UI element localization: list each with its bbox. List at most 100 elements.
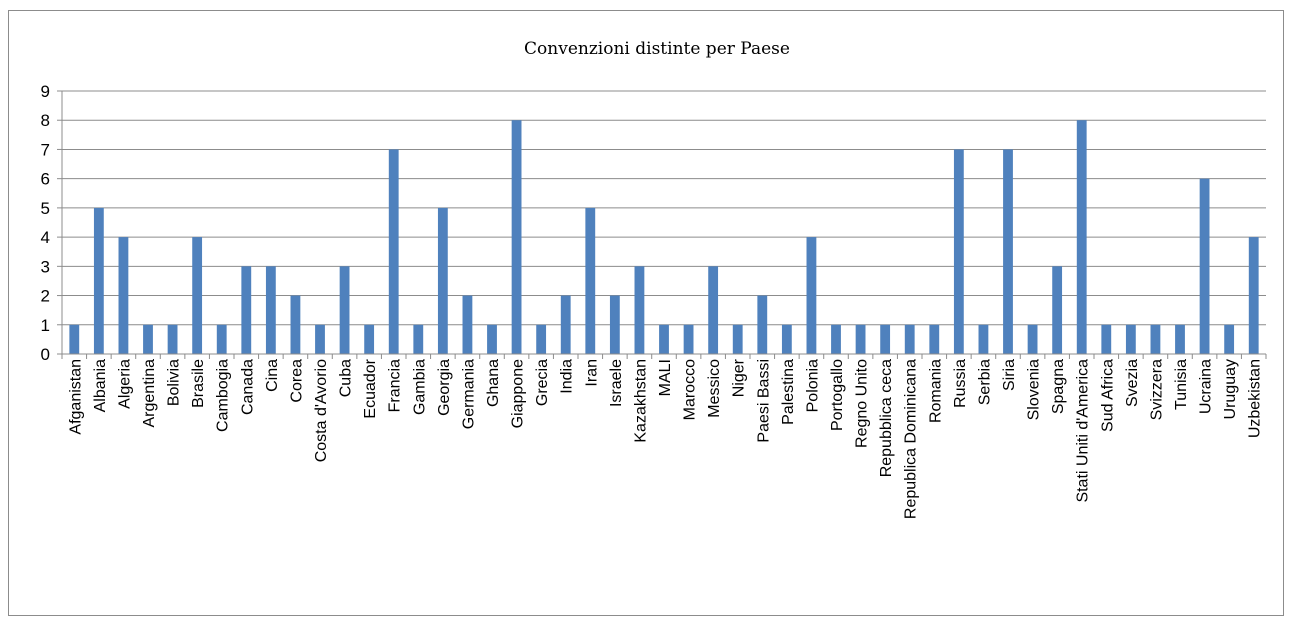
x-axis-category-labels: Afganistan Albania Algeria Argentina Bolivia… — [67, 358, 1263, 519]
x-category-label: Russia — [952, 359, 969, 408]
bar — [339, 266, 350, 354]
bar — [511, 120, 522, 354]
x-category-label: Cuba — [338, 359, 355, 397]
x-category-label: Siria — [1001, 359, 1018, 391]
bar — [831, 324, 841, 354]
bar-chart: Convenzioni distinte per Paese 0 1 2 3 4 5 6 7 8… — [41, 39, 1267, 519]
bar — [265, 266, 276, 354]
bars — [69, 120, 1259, 354]
bar — [929, 324, 940, 354]
x-category-label: Israele — [608, 359, 625, 407]
bar — [1248, 237, 1259, 354]
bar — [781, 324, 792, 354]
x-category-label: Georgia — [436, 359, 453, 416]
y-tick-label: 9 — [41, 82, 50, 101]
bar — [560, 295, 571, 354]
x-category-label: Cina — [264, 359, 281, 392]
bar — [904, 324, 915, 354]
y-tick-label: 8 — [41, 111, 50, 130]
bar — [118, 237, 129, 354]
bar — [69, 324, 80, 354]
bar — [1052, 266, 1063, 354]
bar — [364, 324, 375, 354]
x-category-label: Giappone — [510, 359, 527, 428]
x-category-label: Uzbekistan — [1247, 359, 1264, 438]
x-category-label: Bolivia — [166, 359, 183, 406]
bar — [1125, 324, 1136, 354]
bar — [290, 295, 301, 354]
bar — [192, 237, 203, 354]
y-tick-label: 7 — [41, 140, 50, 159]
bar — [241, 266, 252, 354]
x-category-label: India — [559, 359, 576, 394]
x-category-label: Ecuador — [362, 358, 379, 418]
x-category-label: Kazakhstan — [632, 359, 649, 443]
bar — [315, 324, 325, 354]
bar — [536, 324, 547, 354]
x-category-label: Paesi Bassi — [755, 359, 772, 443]
bar — [609, 295, 620, 354]
bar — [93, 207, 104, 354]
bar — [1003, 149, 1013, 354]
x-category-label: Palestina — [780, 359, 797, 425]
chart-area: Convenzioni distinte per Paese 0 1 2 3 4 5 6 7 8… — [8, 10, 1284, 616]
bar — [1076, 120, 1087, 354]
bar — [1150, 324, 1161, 354]
bar — [659, 324, 669, 354]
y-axis-ticks: 0 1 2 3 4 5 6 7 8 9 — [41, 82, 50, 364]
x-category-label: Romania — [927, 359, 944, 423]
x-category-label: Afganistan — [67, 359, 84, 435]
x-category-label: Algeria — [116, 359, 133, 409]
x-category-label: Grecia — [534, 359, 551, 406]
bar — [1175, 324, 1185, 354]
bar — [167, 324, 178, 354]
gridlines — [62, 90, 1266, 326]
y-tick-label: 3 — [41, 257, 50, 276]
x-category-label: Costa d'Avorio — [313, 359, 330, 462]
x-category-label: Serbia — [976, 359, 993, 405]
x-category-label: Germania — [460, 359, 477, 429]
y-tick-label: 0 — [41, 345, 50, 364]
bar — [388, 149, 399, 354]
x-category-label: Uruguay — [1222, 359, 1239, 419]
bar — [634, 266, 645, 354]
x-category-label: Portogallo — [829, 359, 846, 431]
bar — [855, 324, 866, 354]
bar — [1199, 178, 1210, 354]
bar — [757, 295, 768, 354]
x-category-label: Albania — [92, 359, 109, 412]
y-tick-label: 5 — [41, 199, 50, 218]
bar — [880, 324, 891, 354]
x-category-label: Sud Africa — [1099, 359, 1116, 432]
bar — [1101, 324, 1112, 354]
chart-title: Convenzioni distinte per Paese — [524, 39, 790, 59]
y-tick-label: 6 — [41, 170, 50, 189]
bar — [413, 324, 424, 354]
x-category-label: Messico — [706, 359, 723, 418]
y-tick-label: 2 — [41, 287, 50, 306]
x-category-label: Spagna — [1050, 359, 1067, 414]
x-category-label: Tunisia — [1173, 359, 1190, 410]
x-category-label: Ucraina — [1198, 359, 1215, 414]
x-category-label: Svizzera — [1148, 359, 1165, 420]
bar — [487, 324, 497, 354]
x-category-label: Republica Dominicana — [903, 359, 920, 519]
bar — [462, 295, 473, 354]
x-category-label: Stati Uniti d'America — [1075, 359, 1092, 503]
bar — [978, 324, 989, 354]
bar — [1027, 324, 1038, 354]
y-tick-label: 1 — [41, 316, 50, 335]
x-category-label: Argentina — [141, 359, 158, 428]
y-tick-label: 4 — [41, 228, 50, 247]
x-category-label: Brasile — [190, 359, 207, 408]
axes — [57, 90, 1267, 359]
x-category-label: Francia — [387, 359, 404, 412]
bar — [806, 237, 817, 354]
x-category-label: Canada — [239, 359, 256, 415]
x-category-label: Cambogia — [215, 359, 232, 432]
bar — [216, 324, 227, 354]
x-category-label: MALI — [657, 359, 674, 396]
x-category-label: Polonia — [804, 359, 821, 412]
x-category-label: Niger — [731, 358, 748, 397]
x-category-label: Slovenia — [1026, 359, 1043, 420]
